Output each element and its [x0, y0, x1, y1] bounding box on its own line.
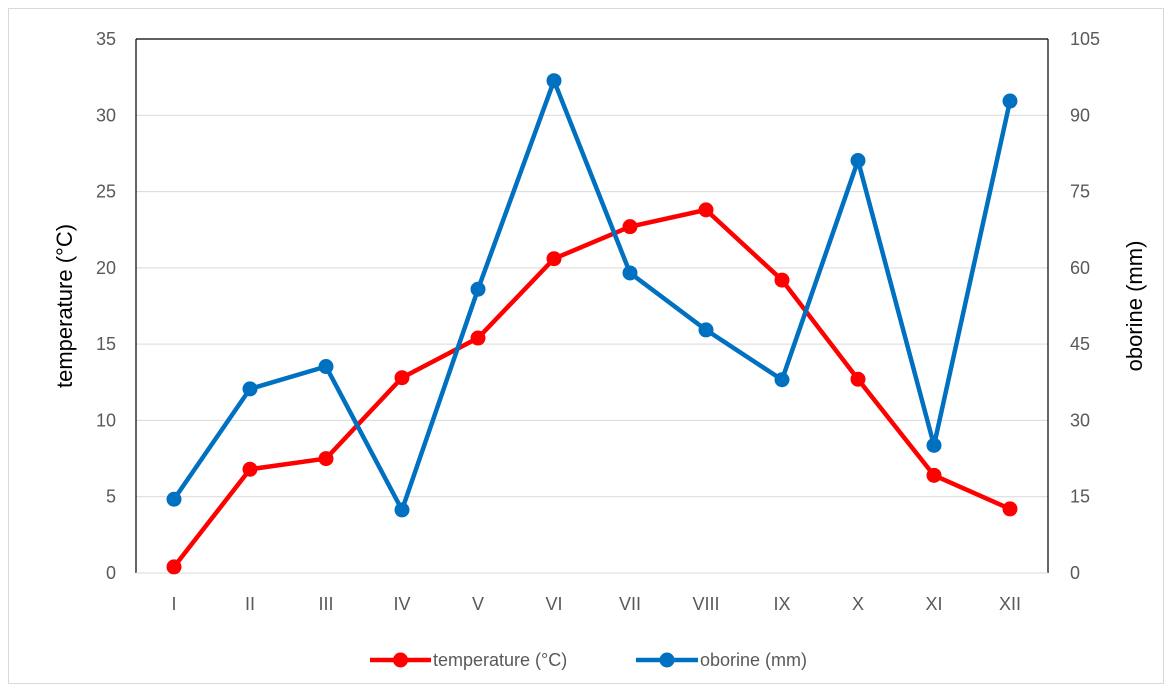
left-axis-ticks: 0 5 10 15 20 25 30 35	[96, 29, 116, 583]
x-tick-label: XI	[925, 594, 942, 614]
right-axis-ticks: 0 15 30 45 60 75 90 105	[1070, 29, 1100, 583]
right-tick-label: 15	[1070, 487, 1090, 507]
data-point	[242, 381, 258, 397]
data-point	[698, 322, 714, 338]
left-tick-label: 30	[96, 105, 116, 125]
left-tick-label: 15	[96, 334, 116, 354]
data-point	[774, 272, 790, 288]
data-point	[774, 372, 790, 388]
data-point	[1002, 501, 1018, 517]
left-tick-label: 35	[96, 29, 116, 49]
data-point	[318, 359, 334, 375]
data-point	[622, 265, 638, 281]
data-point	[546, 73, 562, 89]
right-tick-label: 60	[1070, 258, 1090, 278]
right-tick-label: 0	[1070, 563, 1080, 583]
legend-item: oborine (mm)	[636, 650, 807, 670]
gridlines	[136, 38, 1048, 574]
x-tick-label: XII	[999, 594, 1021, 614]
data-point	[546, 251, 562, 267]
x-tick-label: II	[245, 594, 255, 614]
left-tick-label: 20	[96, 258, 116, 278]
data-point	[926, 467, 942, 483]
data-point	[698, 202, 714, 218]
data-point	[166, 559, 182, 575]
chart-frame	[8, 8, 1164, 684]
data-point	[394, 370, 410, 386]
series-line	[172, 207, 1011, 569]
right-tick-label: 75	[1070, 182, 1090, 202]
x-tick-label: V	[472, 594, 484, 614]
axes	[135, 38, 1049, 574]
left-tick-label: 10	[96, 410, 116, 430]
x-tick-label: IV	[393, 594, 410, 614]
series-temperature	[166, 202, 1018, 575]
data-point	[318, 451, 334, 467]
legend-item: temperature (°C)	[370, 650, 567, 670]
data-point	[470, 281, 486, 297]
x-tick-label: VII	[619, 594, 641, 614]
series-precipitation	[166, 73, 1018, 518]
data-point	[622, 219, 638, 235]
right-axis-title: oborine (mm)	[1122, 241, 1147, 372]
x-tick-label: I	[171, 594, 176, 614]
data-point	[926, 437, 942, 453]
x-tick-label: III	[318, 594, 333, 614]
legend: temperature (°C) oborine (mm)	[370, 650, 807, 670]
data-point	[850, 371, 866, 387]
x-tick-label: IX	[773, 594, 790, 614]
left-tick-label: 25	[96, 182, 116, 202]
series-lines	[166, 73, 1018, 575]
x-tick-label: VIII	[692, 594, 719, 614]
right-tick-label: 45	[1070, 334, 1090, 354]
data-point	[850, 153, 866, 169]
legend-marker	[659, 652, 675, 668]
data-point	[394, 502, 410, 518]
right-tick-label: 105	[1070, 29, 1100, 49]
left-axis-title: temperature (°C)	[52, 224, 77, 388]
legend-label: temperature (°C)	[433, 650, 567, 670]
left-tick-label: 0	[106, 563, 116, 583]
data-point	[470, 330, 486, 346]
data-point	[242, 461, 258, 477]
legend-label: oborine (mm)	[700, 650, 807, 670]
data-point	[166, 491, 182, 507]
right-tick-label: 90	[1070, 105, 1090, 125]
x-tick-label: X	[852, 594, 864, 614]
left-tick-label: 5	[106, 487, 116, 507]
legend-marker	[393, 652, 408, 668]
x-tick-label: VI	[545, 594, 562, 614]
right-tick-label: 30	[1070, 410, 1090, 430]
data-point	[1002, 93, 1018, 109]
x-axis-ticks: I II III IV V VI VII VIII IX X XI XII	[171, 594, 1021, 614]
series-line	[172, 78, 1013, 513]
